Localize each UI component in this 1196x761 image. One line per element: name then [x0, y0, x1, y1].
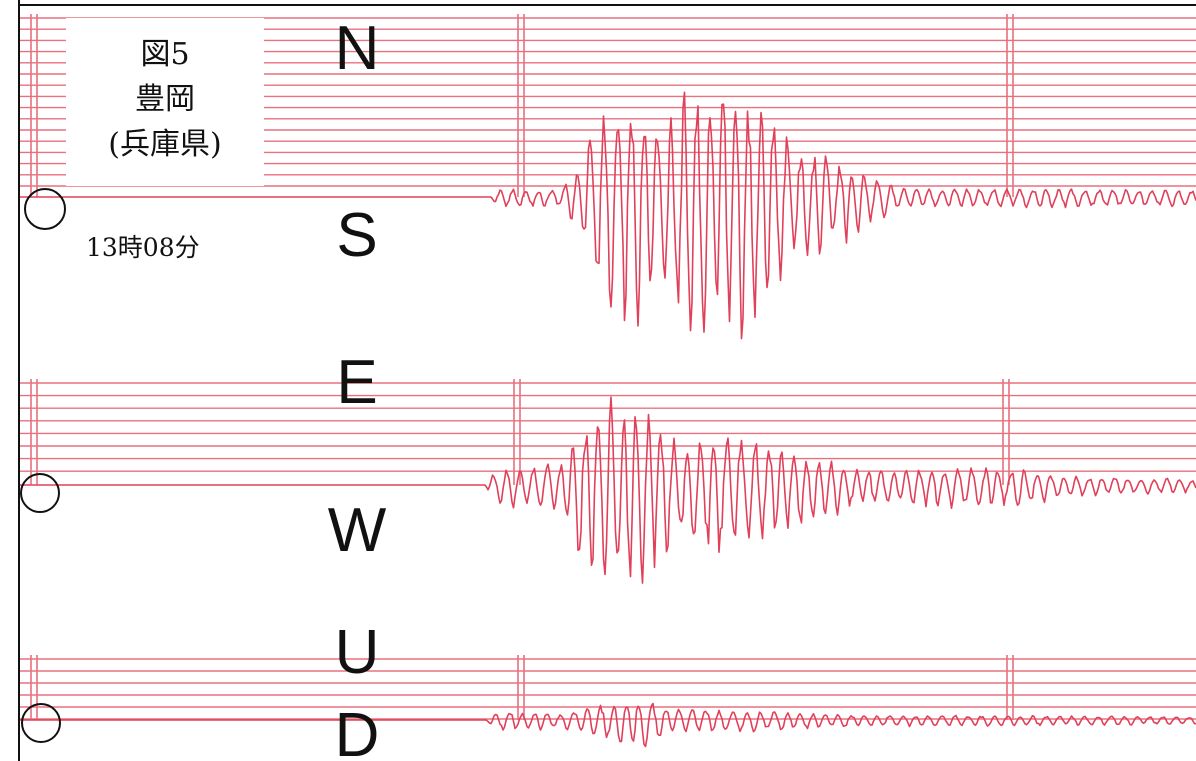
prefecture-name: (兵庫県): [108, 127, 222, 162]
record-time: 13時08分: [86, 233, 200, 262]
ud-waveform: [20, 702, 1196, 748]
ew-bottom-letter: W: [327, 496, 387, 565]
ud-trace-group: [20, 655, 1196, 748]
ns-bottom-letter: S: [336, 201, 378, 270]
ew-waveform: [20, 396, 1196, 584]
ew-reference-circle: [20, 473, 60, 513]
ud-reference-circle: [21, 703, 61, 743]
station-name: 豊岡: [135, 82, 195, 117]
figure-title-box: 図5 豊岡 (兵庫県): [66, 18, 264, 186]
ns-reference-circle: [24, 188, 66, 230]
figure-label: 図5: [140, 37, 190, 72]
ud-top-letter: U: [334, 618, 380, 687]
ud-bottom-letter: D: [334, 701, 380, 761]
ew-top-letter: E: [336, 348, 378, 417]
ns-waveform: [20, 91, 1196, 340]
ns-top-letter: N: [334, 14, 380, 83]
ew-trace-group: [20, 379, 1196, 584]
